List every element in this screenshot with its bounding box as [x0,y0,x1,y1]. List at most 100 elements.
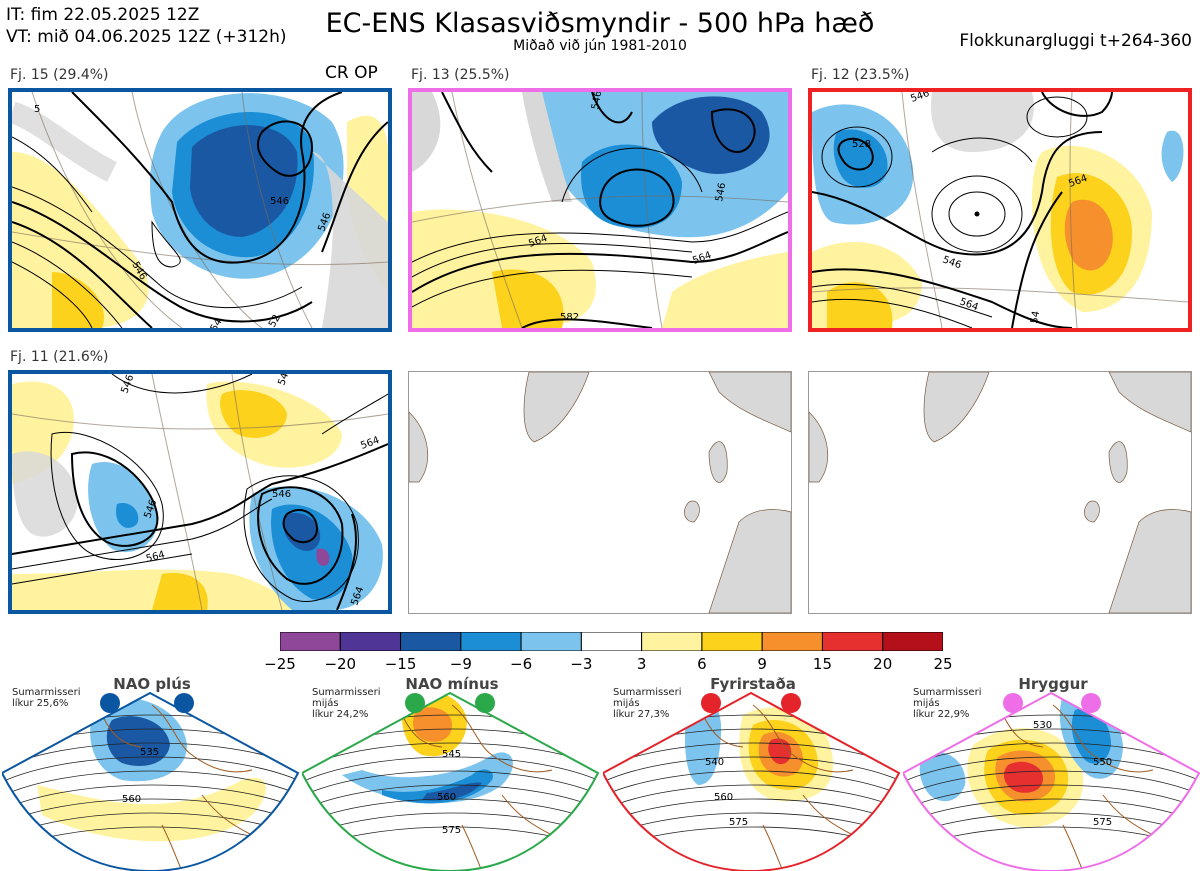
colorbar-tick: 6 [697,655,707,673]
valid-time: VT: mið 04.06.2025 12Z (+312h) [6,27,287,47]
colorbar-swatch [460,631,522,652]
contour-label: 546 [941,254,963,271]
contour-label: 528 [852,139,871,150]
contour-label: 5 [34,104,40,115]
regime-note: Sumarmisseri mijás líkur 22,9% [913,687,981,720]
contour-label: 546 [270,196,289,207]
regime-note-line: mijás [312,698,339,709]
regime-note-line: mijás [913,698,940,709]
colorbar-tick: 25 [933,655,953,673]
contour-label: 575 [442,825,461,836]
header-info: IT: fim 22.05.2025 12Z VT: mið 04.06.202… [6,4,287,48]
colorbar-swatch [761,631,823,652]
regime-title: Hryggur [1018,675,1088,693]
empty-map-2 [808,371,1192,614]
colorbar-tick: 20 [873,655,893,673]
contour-label: 546 [590,92,604,111]
regime-panel: 535 560 NAO plús Sumarmisseri líkur 25,6% [2,675,302,871]
anomaly-area [1071,708,1111,764]
page-subtitle: Miðað við jún 1981-2010 [513,38,687,54]
regime-map: 530 550 575 [903,691,1200,871]
regime-note-line: Sumarmisseri [913,687,982,698]
regime-marker [1003,693,1023,713]
colorbar-swatch [279,631,341,652]
regime-title: NAO plús [113,675,191,693]
cluster-4-label: Fj. 11 (21.6%) [10,349,109,365]
regime-marker [405,693,425,713]
colorbar-tick: 3 [636,655,647,673]
contour-label: 540 [705,757,724,768]
regime-note-line: Sumarmisseri [312,687,381,698]
cluster-map-1: 546 546 546 5 54 52 [8,88,392,332]
colorbar-tick: −20 [324,655,357,673]
colorbar-tick: −3 [570,655,593,673]
regime-note-line: líkur 27,3% [613,709,670,720]
contour-label: 560 [437,792,456,803]
contour-label: 575 [1093,817,1112,828]
contour-label: 564 [145,549,166,565]
cluster-1-label: Fj. 15 (29.4%) [10,67,109,83]
regime-note-line: Sumarmisseri [613,687,682,698]
colorbar-tick: −9 [449,655,472,673]
contour-label: 546 [909,92,931,105]
anomaly-area [919,751,966,802]
regime-note: Sumarmisseri líkur 25,6% [12,687,80,709]
regime-panel: 540 560 575 Fyrirstaða Sumarmisseri mijás líku… [603,675,903,871]
cluster-1-tag: CR OP [325,63,378,83]
colorbar-swatch [339,631,402,652]
contour-label: 535 [140,747,159,758]
colorbar-swatch [821,631,884,652]
regime-panel: 545 560 575 NAO mínus Sumarmisseri mijás líkur… [302,675,602,871]
colorbar [279,631,944,652]
empty-map-1 [408,371,792,614]
colorbar-tick: −6 [510,655,533,673]
regime-panel: 530 550 575 Hryggur Sumarmisseri mijás líkur 2… [903,675,1200,871]
colorbar-tick: −15 [384,655,417,673]
regime-marker [475,693,495,713]
contour-label: 575 [729,817,748,828]
contour-label: 560 [122,794,141,805]
contour-label: 546 [276,374,293,387]
contour-label: 546 [272,489,291,500]
cluster-2-label: Fj. 13 (25.5%) [411,67,510,83]
colorbar-tick: 15 [812,655,832,673]
cluster-map-2: 564 582 546 564 546 [408,88,792,332]
regime-note-line: mijás [613,698,640,709]
regime-note-line: líkur 25,6% [12,698,69,709]
regime-title: NAO mínus [405,675,499,693]
regime-marker [174,693,194,713]
regime-note-line: líkur 22,9% [913,709,970,720]
cluster-map-4: 546 564 564 546 564 546 546 [8,370,392,614]
contour-label: 52 [267,313,283,328]
contour-label: 530 [1033,720,1052,731]
anomaly-area [422,782,482,801]
colorbar-tick: −25 [264,655,296,673]
colorbar-swatch [701,631,763,652]
contour-label: 54 [1029,310,1042,324]
contour-label: 582 [560,312,579,323]
colorbar-tick: 9 [757,655,767,673]
classification-window: Flokkunargluggi t+264-360 [959,31,1192,51]
colorbar-swatch [520,631,582,652]
regime-note-line: líkur 24,2% [312,709,369,720]
contour-label: 560 [714,792,733,803]
colorbar-swatch [580,631,643,652]
contour-label: 545 [442,749,461,760]
regime-marker [781,693,801,713]
regime-marker [1081,693,1101,713]
colorbar-swatches [279,631,944,652]
regime-note: Sumarmisseri mijás líkur 24,2% [312,687,380,720]
regime-map: 545 560 575 [302,691,600,871]
colorbar-swatch [400,631,462,652]
cluster-map-3: 528 564 546 564 54 546 [808,88,1192,332]
regime-note-line: Sumarmisseri [12,687,81,698]
cluster-3-label: Fj. 12 (23.5%) [811,67,910,83]
contour-label: 564 [691,250,713,267]
contour-label: 546 [119,374,136,395]
page-title: EC-ENS Klasasviðsmyndir - 500 hPa hæð [325,8,875,39]
contour-label: 54 [209,317,225,328]
regime-map: 540 560 575 [603,691,901,871]
regime-marker [100,693,120,713]
regime-title: Fyrirstaða [710,675,796,693]
colorbar-swatch [882,631,944,652]
